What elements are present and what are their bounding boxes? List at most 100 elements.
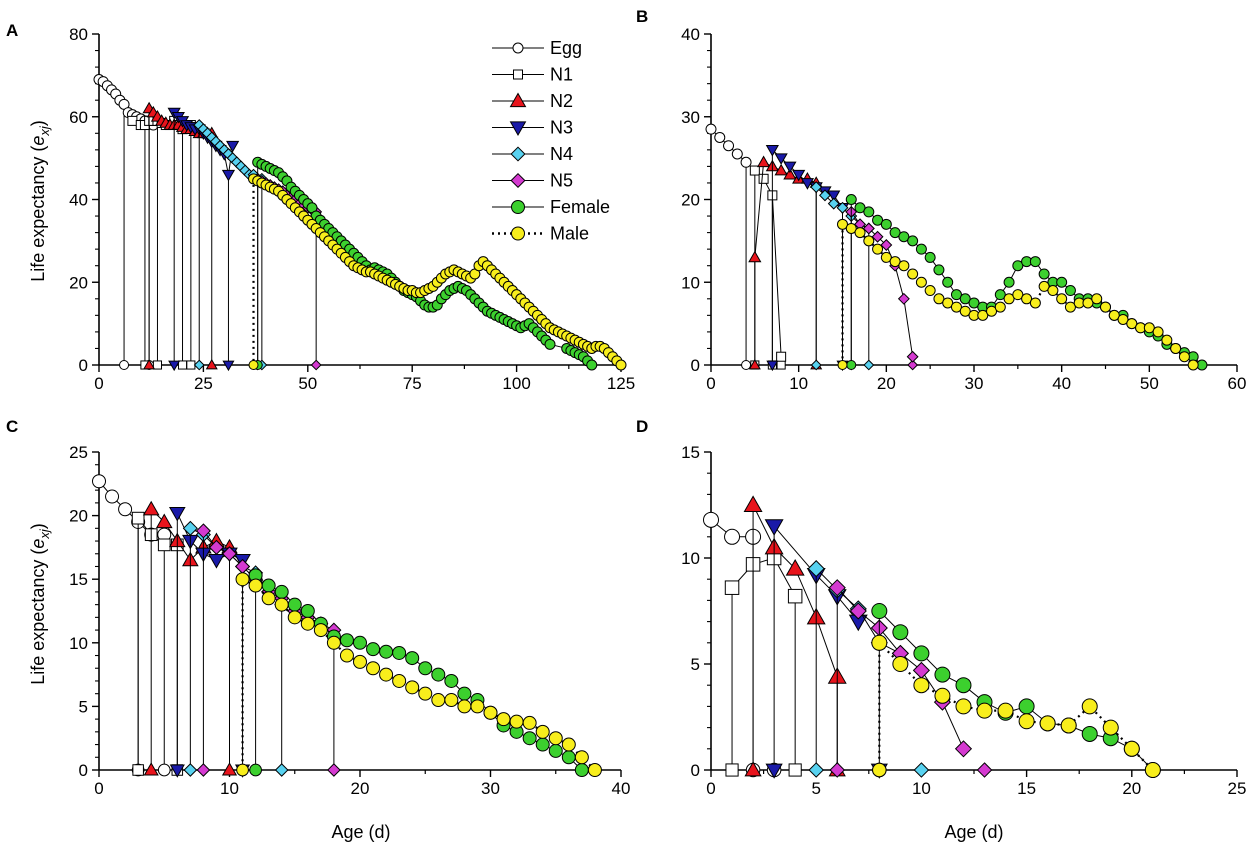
- x-tick-label: 25: [1228, 779, 1247, 798]
- data-point: [800, 178, 815, 190]
- zero-point: [249, 763, 262, 777]
- zero-point: [132, 764, 144, 776]
- y-tick-label: 40: [681, 25, 700, 44]
- x-tick-label: 40: [612, 779, 631, 798]
- data-point: [1038, 280, 1050, 292]
- x-tick-label: 10: [220, 779, 239, 798]
- y-tick-label: 20: [69, 273, 88, 292]
- series-female: [845, 194, 1208, 371]
- y-tick-label: 0: [79, 356, 88, 375]
- legend-item-n3: N3: [492, 118, 573, 138]
- x-tick-label: 30: [481, 779, 500, 798]
- data-point: [774, 163, 788, 176]
- panel-b: B 0 10 20 30 40 50 60 0 10 20 30 40: [636, 7, 1246, 393]
- zero-point: [310, 359, 322, 371]
- data-point: [942, 276, 954, 288]
- data-point: [561, 737, 576, 752]
- zero-point: [193, 359, 205, 371]
- zero-point: [741, 360, 752, 370]
- legend-item-egg: Egg: [492, 38, 582, 58]
- series-n1: [127, 115, 201, 370]
- data-point: [366, 642, 381, 657]
- legend-marker: [510, 146, 526, 162]
- data-point: [933, 264, 945, 276]
- data-point: [1178, 351, 1190, 363]
- data-point: [863, 235, 875, 247]
- data-point: [871, 603, 888, 619]
- zero-point: [829, 762, 846, 778]
- data-point: [849, 602, 867, 620]
- x-tick-label: 20: [877, 374, 896, 393]
- zero-point: [327, 763, 341, 777]
- data-point: [1126, 318, 1138, 330]
- y-tick-label: 0: [691, 761, 700, 780]
- data-point: [827, 197, 840, 210]
- zero-point: [119, 360, 130, 370]
- data-point: [339, 633, 354, 648]
- data-point: [912, 661, 930, 679]
- x-tick-label: 10: [789, 374, 808, 393]
- zero-point: [808, 762, 824, 778]
- series-n4: [807, 560, 930, 778]
- data-point: [248, 578, 263, 593]
- data-point: [105, 489, 120, 504]
- data-point: [915, 276, 927, 288]
- panel-b-letter: B: [636, 7, 648, 26]
- zero-point: [143, 762, 159, 776]
- data-point: [703, 511, 719, 528]
- panel-d: D Age (d) 0 5 10 15 20 25 0 5 10 15: [636, 417, 1246, 842]
- zero-point: [765, 763, 783, 779]
- data-point: [509, 714, 524, 729]
- data-point: [221, 546, 238, 562]
- data-point: [955, 677, 972, 694]
- data-point: [405, 680, 420, 695]
- data-point: [313, 623, 328, 638]
- legend-marker: [510, 172, 526, 189]
- data-point: [544, 338, 556, 350]
- data-point: [1047, 285, 1059, 297]
- zero-point: [863, 359, 875, 371]
- x-tick-label: 10: [912, 779, 931, 798]
- data-point: [535, 724, 550, 739]
- series-n1: [724, 550, 803, 777]
- data-point: [871, 634, 888, 651]
- data-point: [950, 289, 962, 301]
- data-point: [326, 635, 341, 650]
- data-point: [1082, 297, 1094, 309]
- data-point: [705, 123, 717, 135]
- data-point: [1108, 309, 1120, 321]
- data-point: [1064, 301, 1076, 313]
- x-tick-label: 30: [965, 374, 984, 393]
- series-male: [871, 634, 1161, 778]
- data-point: [783, 161, 797, 174]
- data-point: [1123, 740, 1140, 757]
- data-point: [854, 202, 866, 214]
- series-n3: [765, 145, 850, 372]
- panel-a-letter: A: [6, 21, 18, 40]
- data-point: [959, 293, 971, 305]
- y-tick-label: 30: [681, 108, 700, 127]
- legend-marker: [512, 42, 524, 54]
- legend-item-n5: N5: [492, 171, 573, 191]
- data-point: [457, 699, 472, 714]
- data-point: [392, 673, 407, 688]
- data-point: [731, 148, 743, 160]
- data-point: [765, 145, 779, 157]
- series-egg: [92, 474, 172, 777]
- data-point: [933, 293, 945, 305]
- x-tick-label: 125: [607, 374, 635, 393]
- data-point: [1003, 276, 1015, 288]
- series-egg: [705, 123, 752, 370]
- data-point: [339, 648, 354, 663]
- data-point: [714, 131, 726, 143]
- series-line: [731, 557, 796, 597]
- data-point: [774, 153, 788, 165]
- data-point: [819, 189, 831, 202]
- x-tick-label: 60: [1228, 374, 1247, 393]
- data-point: [1056, 293, 1068, 305]
- zero-point: [248, 360, 259, 370]
- zero-point: [872, 762, 887, 778]
- series-n2: [748, 155, 823, 370]
- data-point: [1081, 725, 1098, 742]
- x-tick-label: 100: [502, 374, 530, 393]
